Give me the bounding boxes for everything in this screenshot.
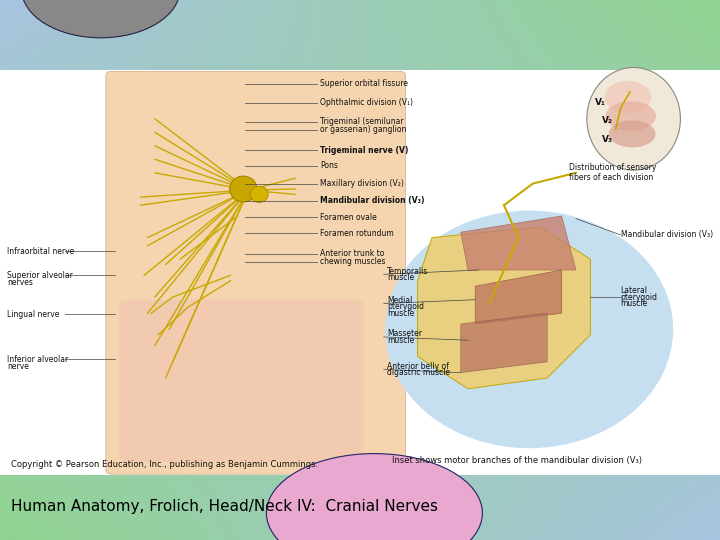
- Text: nerve: nerve: [7, 362, 29, 370]
- Text: Copyright © Pearson Education, Inc., publishing as Benjamin Cummings.: Copyright © Pearson Education, Inc., pub…: [11, 460, 318, 469]
- Ellipse shape: [251, 186, 268, 202]
- Text: muscle: muscle: [387, 273, 415, 282]
- Ellipse shape: [606, 101, 656, 131]
- Text: chewing muscles: chewing muscles: [320, 258, 386, 266]
- Ellipse shape: [609, 120, 655, 147]
- Text: Foramen ovale: Foramen ovale: [320, 213, 377, 221]
- Polygon shape: [461, 313, 547, 373]
- Text: V₁: V₁: [595, 98, 606, 107]
- Text: Inset shows motor branches of the mandibular division (V₃): Inset shows motor branches of the mandib…: [392, 456, 642, 464]
- Text: Pons: Pons: [320, 161, 338, 170]
- Text: V₂: V₂: [602, 117, 613, 125]
- Text: Superior alveolar: Superior alveolar: [7, 271, 73, 280]
- Text: or gasserian) ganglion: or gasserian) ganglion: [320, 125, 407, 134]
- Ellipse shape: [605, 81, 652, 113]
- Text: muscle: muscle: [621, 299, 648, 308]
- Text: Mandibular division (V₃): Mandibular division (V₃): [621, 231, 713, 239]
- Text: muscle: muscle: [387, 336, 415, 345]
- Text: pterygoid: pterygoid: [621, 293, 657, 301]
- Text: muscle: muscle: [387, 309, 415, 318]
- Text: Anterior belly of: Anterior belly of: [387, 362, 449, 370]
- Text: Distribution of sensory
fibers of each division: Distribution of sensory fibers of each d…: [569, 163, 656, 183]
- Text: Maxillary division (V₂): Maxillary division (V₂): [320, 179, 404, 188]
- Text: V₃: V₃: [602, 135, 613, 144]
- Text: digastric muscle: digastric muscle: [387, 368, 451, 377]
- Text: Mandibular division (V₃): Mandibular division (V₃): [320, 197, 425, 205]
- Text: Masseter: Masseter: [387, 329, 423, 338]
- Ellipse shape: [230, 176, 257, 202]
- Text: Temporalis: Temporalis: [387, 267, 428, 275]
- FancyBboxPatch shape: [106, 71, 405, 474]
- Ellipse shape: [385, 211, 673, 448]
- Ellipse shape: [266, 454, 482, 540]
- Polygon shape: [461, 216, 576, 270]
- Text: nerves: nerves: [7, 278, 33, 287]
- Text: pterygoid: pterygoid: [387, 302, 424, 311]
- Text: Ophthalmic division (V₁): Ophthalmic division (V₁): [320, 98, 413, 107]
- FancyBboxPatch shape: [119, 300, 364, 462]
- Text: Trigeminal (semilunar: Trigeminal (semilunar: [320, 117, 404, 126]
- Bar: [0, 70, 720, 475]
- Polygon shape: [475, 270, 562, 324]
- Polygon shape: [418, 227, 590, 389]
- Ellipse shape: [22, 0, 180, 38]
- Text: Human Anatomy, Frolich, Head/Neck IV:  Cranial Nerves: Human Anatomy, Frolich, Head/Neck IV: Cr…: [11, 499, 438, 514]
- Text: Lateral: Lateral: [621, 286, 648, 295]
- Text: Lingual nerve: Lingual nerve: [7, 310, 60, 319]
- Text: Medial: Medial: [387, 296, 413, 305]
- Text: Inferior alveolar: Inferior alveolar: [7, 355, 68, 363]
- Text: Infraorbital nerve: Infraorbital nerve: [7, 247, 74, 255]
- Text: Trigeminal nerve (V): Trigeminal nerve (V): [320, 146, 409, 154]
- Text: Superior orbital fissure: Superior orbital fissure: [320, 79, 408, 88]
- Text: Anterior trunk to: Anterior trunk to: [320, 249, 384, 258]
- Ellipse shape: [587, 68, 680, 170]
- Text: Foramen rotundum: Foramen rotundum: [320, 229, 394, 238]
